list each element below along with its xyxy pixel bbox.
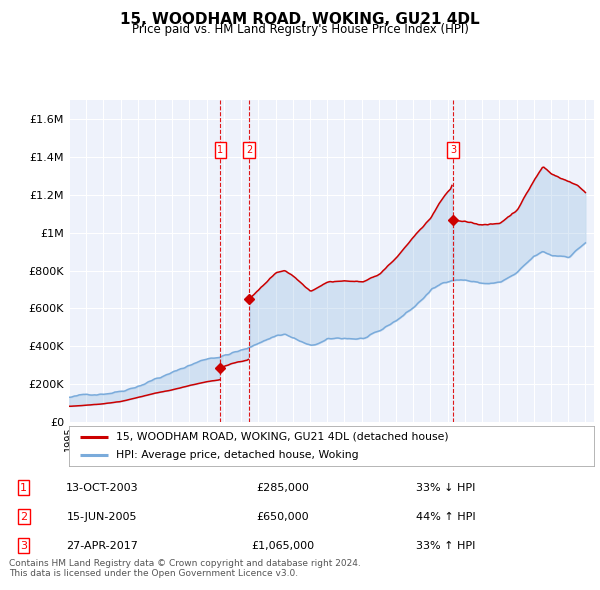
- Text: 15, WOODHAM ROAD, WOKING, GU21 4DL: 15, WOODHAM ROAD, WOKING, GU21 4DL: [120, 12, 480, 27]
- Text: 33% ↓ HPI: 33% ↓ HPI: [416, 483, 475, 493]
- Text: 44% ↑ HPI: 44% ↑ HPI: [416, 512, 475, 522]
- Text: 1: 1: [20, 483, 27, 493]
- Text: 33% ↑ HPI: 33% ↑ HPI: [416, 540, 475, 550]
- Text: £650,000: £650,000: [256, 512, 309, 522]
- Text: HPI: Average price, detached house, Woking: HPI: Average price, detached house, Woki…: [116, 450, 359, 460]
- Text: 1: 1: [217, 145, 223, 155]
- Text: 3: 3: [450, 145, 456, 155]
- Text: £285,000: £285,000: [256, 483, 309, 493]
- Text: £1,065,000: £1,065,000: [251, 540, 314, 550]
- Text: 2: 2: [246, 145, 252, 155]
- Text: 15-JUN-2005: 15-JUN-2005: [67, 512, 137, 522]
- Text: Price paid vs. HM Land Registry's House Price Index (HPI): Price paid vs. HM Land Registry's House …: [131, 23, 469, 36]
- Text: 13-OCT-2003: 13-OCT-2003: [66, 483, 139, 493]
- Text: This data is licensed under the Open Government Licence v3.0.: This data is licensed under the Open Gov…: [9, 569, 298, 578]
- Text: 27-APR-2017: 27-APR-2017: [66, 540, 138, 550]
- Text: 3: 3: [20, 540, 27, 550]
- Text: 2: 2: [20, 512, 27, 522]
- Text: Contains HM Land Registry data © Crown copyright and database right 2024.: Contains HM Land Registry data © Crown c…: [9, 559, 361, 568]
- Text: 15, WOODHAM ROAD, WOKING, GU21 4DL (detached house): 15, WOODHAM ROAD, WOKING, GU21 4DL (deta…: [116, 432, 449, 442]
